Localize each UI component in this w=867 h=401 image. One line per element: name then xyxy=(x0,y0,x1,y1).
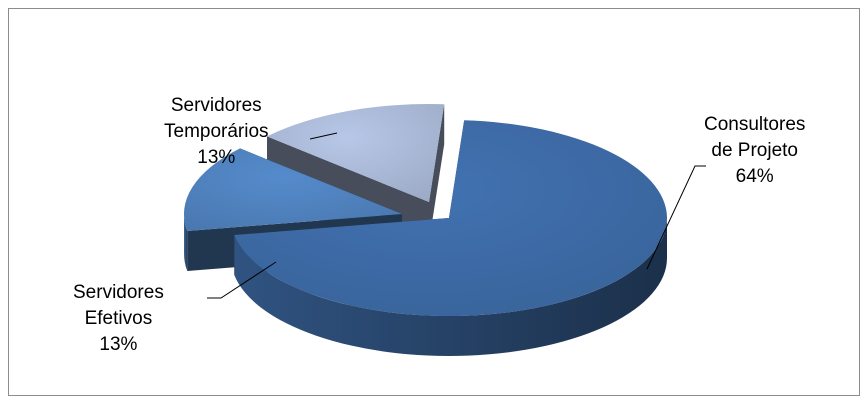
pie-slice-top xyxy=(234,120,668,317)
pie-slice-outer-wall xyxy=(234,218,668,356)
slice-label-efetivos: Servidores Efetivos 13% xyxy=(73,280,164,358)
leader-line-temporarios xyxy=(309,132,338,140)
slice-label-consultores: Consultores de Projeto 64% xyxy=(704,112,805,190)
pie-slice-cut-wall xyxy=(429,104,445,242)
pie-slice-top xyxy=(266,104,445,202)
slice-percent: 64% xyxy=(735,166,774,187)
pie-slice-outer-wall xyxy=(184,214,188,272)
pie-chart xyxy=(183,104,706,356)
slice-name-line: Temporários xyxy=(164,121,269,142)
pie-slice-top xyxy=(183,148,402,232)
leader-line-efetivos xyxy=(207,261,277,299)
slice-percent: 13% xyxy=(99,334,138,355)
pie-slice xyxy=(234,120,668,356)
slice-name-line: Efetivos xyxy=(84,308,153,329)
chart-frame: Consultores de Projeto 64% Servidores Ef… xyxy=(8,8,860,396)
slice-name-line: Servidores xyxy=(170,95,262,116)
slice-name-line: Consultores xyxy=(704,114,806,135)
leader-line-consultores xyxy=(646,165,706,270)
slice-name-line: Servidores xyxy=(73,282,164,303)
slice-name-line: de Projeto xyxy=(711,140,798,161)
slice-percent: 13% xyxy=(197,147,236,168)
slice-label-temporarios: Servidores Temporários 13% xyxy=(164,93,269,171)
